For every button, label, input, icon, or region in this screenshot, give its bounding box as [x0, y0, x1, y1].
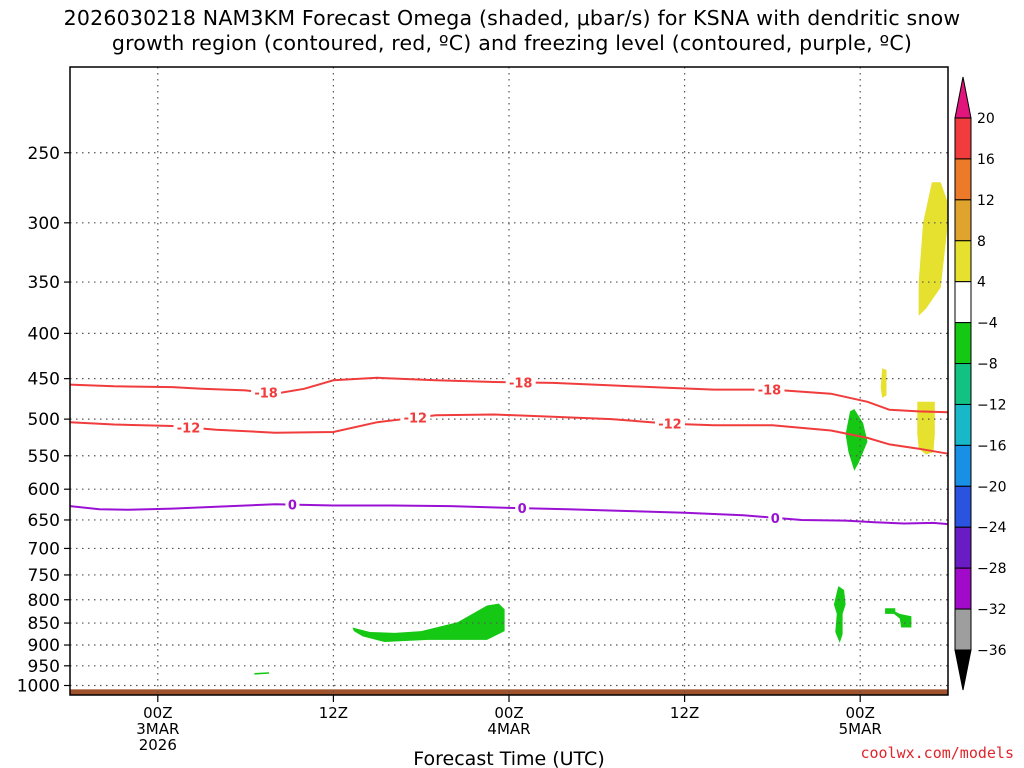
colorbar-label: 12 [977, 193, 995, 209]
chart-title: 2026030218 NAM3KM Forecast Omega (shaded… [0, 6, 1024, 56]
omega-green-midlevel [845, 409, 868, 471]
colorbar-label: −8 [977, 357, 998, 373]
y-tick-label: 900 [28, 636, 60, 656]
y-tick-label: 300 [28, 214, 60, 234]
grid-layer [70, 67, 948, 695]
x-tick-label: 00Z [846, 704, 875, 722]
colorbar-label: 8 [977, 234, 986, 250]
contour-label--18: -18 [254, 387, 278, 402]
y-tick-label: 450 [28, 370, 60, 390]
colorbar-bin [954, 526, 972, 569]
y-tick-label: 700 [28, 539, 60, 559]
colorbar-bin [954, 608, 972, 651]
source-credit: coolwx.com/models [860, 744, 1014, 762]
colorbar-label: 16 [977, 152, 995, 168]
y-axis: 2503003504004505005506006507007508008509… [17, 144, 70, 697]
contour-label-bg [505, 375, 536, 390]
contour-0 [69, 503, 949, 526]
y-tick-label: 850 [28, 614, 60, 634]
omega-yellow-small [880, 368, 887, 398]
colorbar-label: −28 [977, 561, 1007, 577]
colorbar-bin [954, 322, 972, 365]
y-tick-label: 750 [28, 566, 60, 586]
x-tick-label: 5MAR [839, 720, 882, 738]
contour-label-bg [285, 497, 300, 512]
omega-green-lowlevel-1 [352, 603, 505, 642]
x-tick-label: 12Z [319, 704, 348, 722]
colorbar-top-arrow [954, 76, 972, 119]
colorbar-bin [954, 281, 972, 324]
contour-label-bg [400, 410, 431, 425]
contour-label-bg [173, 420, 204, 435]
omega-green-lowlevel-2 [833, 586, 846, 643]
contour-label-bg [515, 501, 530, 516]
x-tick-label: 2026 [139, 736, 177, 754]
contour-label-0: 0 [288, 499, 297, 514]
colorbar-label: −12 [977, 397, 1007, 413]
contour-label-0: 0 [518, 502, 527, 517]
x-tick-label: 00Z [494, 704, 523, 722]
omega-yellow-upper [918, 182, 948, 316]
colorbar-bin [954, 567, 972, 610]
contour-label-bg [754, 382, 785, 397]
y-tick-label: 350 [28, 273, 60, 293]
y-tick-label: 400 [28, 324, 60, 344]
y-tick-label: 250 [28, 144, 60, 164]
omega-yellow-lower [917, 401, 935, 455]
y-tick-label: 800 [28, 591, 60, 611]
contour--18 [69, 376, 949, 414]
contour-layer: -18 -18 -18 -12 -12 -12 0 0 0 [69, 375, 949, 527]
omega-green-tiny [254, 672, 269, 675]
y-tick-label: 600 [28, 480, 60, 500]
colorbar-label: 20 [977, 111, 995, 127]
y-tick-label: 550 [28, 447, 60, 467]
contour-label-0: 0 [771, 512, 780, 527]
y-tick-label: 950 [28, 657, 60, 677]
chart-title-line-2: growth region (contoured, red, ºC) and f… [111, 31, 913, 55]
contour-label--18: -18 [509, 376, 533, 391]
colorbar-bin [954, 444, 972, 487]
contour-label-bg [251, 385, 282, 400]
colorbar-bin [954, 158, 972, 201]
colorbar-label: −32 [977, 602, 1007, 618]
colorbar-label: −4 [977, 316, 998, 332]
y-tick-label: 650 [28, 511, 60, 531]
x-tick-label: 00Z [143, 704, 172, 722]
y-tick-label: 500 [28, 410, 60, 430]
colorbar-bottom-arrow [954, 649, 972, 691]
contour-label--12: -12 [404, 412, 428, 427]
colorbar-bin [954, 485, 972, 528]
omega-green-lowlevel-3 [885, 608, 912, 628]
colorbar-bin [954, 403, 972, 446]
colorbar-label: −24 [977, 520, 1007, 536]
chart-title-line-1: 2026030218 NAM3KM Forecast Omega (shaded… [63, 6, 961, 30]
contour-label--12: -12 [177, 421, 201, 436]
contour-label-bg [768, 510, 783, 525]
omega-shading-layer [254, 182, 948, 675]
x-axis-title: Forecast Time (UTC) [413, 748, 604, 768]
x-tick-label: 4MAR [487, 720, 530, 738]
contour-label--12: -12 [658, 418, 682, 433]
contour-label--18: -18 [758, 384, 782, 399]
colorbar-label: −16 [977, 438, 1007, 454]
colorbar-bin [954, 117, 972, 160]
colorbar: 20 16 12 8 4 −4 −8 −12 −16 −20 −24 −28 −32 −36 [954, 76, 1007, 691]
y-tick-label: 1000 [17, 677, 60, 697]
colorbar-bin [954, 199, 972, 242]
colorbar-bin [954, 363, 972, 405]
x-tick-label: 3MAR [136, 720, 179, 738]
contour--12 [69, 413, 949, 455]
colorbar-label: 4 [977, 275, 986, 291]
x-tick-label: 12Z [670, 704, 699, 722]
contour-label-bg [654, 416, 685, 431]
colorbar-bin [954, 240, 972, 283]
colorbar-label: −36 [977, 643, 1007, 659]
colorbar-label: −20 [977, 479, 1007, 495]
